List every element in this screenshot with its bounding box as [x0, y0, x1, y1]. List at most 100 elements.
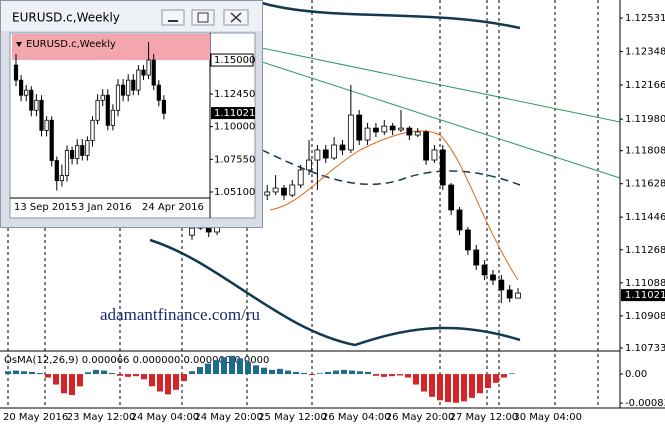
candle-body: [18, 79, 24, 96]
candle-body: [439, 149, 446, 186]
candle-body: [322, 149, 329, 159]
candle-body: [39, 99, 44, 131]
highlight-band: [12, 34, 210, 61]
y-tick-label: 1.11980: [625, 114, 665, 125]
candle-body: [431, 149, 438, 161]
histogram-bar: [157, 374, 163, 392]
histogram-bar: [245, 361, 251, 375]
histogram-bar: [61, 374, 67, 394]
candle-body: [306, 159, 312, 171]
histogram-bar: [309, 374, 315, 376]
histogram-bar: [365, 371, 371, 375]
histogram-bar: [261, 367, 267, 375]
candle-body: [59, 175, 65, 182]
watermark: adamantfinance.com/ru: [100, 305, 261, 324]
window-title: EURUSD.c,Weekly: [12, 11, 120, 25]
candle-body: [347, 114, 354, 151]
histogram-bar: [181, 374, 187, 382]
histogram-bar: [357, 371, 363, 375]
restore-icon: [197, 12, 209, 23]
osma-panel: OsMA(12,26,9) 0.000066 0.000000 0.000000…: [4, 355, 515, 403]
histogram-bar: [437, 374, 443, 401]
candle-body: [156, 84, 161, 101]
candle-body: [423, 131, 429, 161]
candle-body: [44, 119, 49, 131]
histogram-bar: [429, 374, 435, 397]
candle-body: [151, 59, 156, 86]
histogram-bar: [37, 373, 43, 375]
y-tick-label: 1.11268: [625, 245, 665, 256]
candle-body: [49, 119, 54, 161]
histogram-bar: [205, 363, 211, 375]
histogram-bar: [69, 374, 75, 396]
candle-body: [473, 249, 480, 266]
histogram-bar: [77, 374, 83, 387]
candle-body: [24, 89, 29, 96]
y-tick-label: 1.12450: [214, 89, 255, 100]
histogram-bar: [29, 371, 35, 375]
histogram-bar: [117, 374, 123, 376]
candle-body: [314, 149, 321, 161]
y-tick-label: 1.12531: [625, 13, 665, 24]
candle-body: [100, 94, 105, 101]
histogram-bar: [93, 369, 99, 375]
candle-body: [339, 144, 346, 151]
candle-body: [110, 109, 115, 126]
histogram-bar: [469, 374, 475, 398]
histogram-bar: [85, 372, 91, 375]
histogram-bar: [5, 371, 11, 375]
histogram-bar: [333, 370, 339, 375]
candle-body: [146, 59, 151, 76]
histogram-bar: [213, 360, 219, 375]
histogram-bar: [173, 374, 179, 390]
histogram-bar: [397, 374, 403, 376]
histogram-bar: [13, 370, 19, 375]
candle-body: [131, 79, 136, 91]
trend-line: [261, 61, 621, 179]
y-tick-label: 1.11446: [625, 212, 665, 223]
candle-body: [272, 187, 279, 193]
histogram-bar: [277, 368, 283, 375]
time-label: 24 Apr 2016: [142, 202, 204, 213]
close-icon: [230, 12, 242, 23]
candle-body: [90, 119, 95, 141]
time-label: 23 May 12:00: [67, 412, 136, 423]
candle-body: [64, 150, 70, 176]
trend-line: [261, 47, 621, 123]
last-price-box: [211, 107, 255, 120]
candle-body: [264, 191, 271, 196]
histogram-bar: [141, 374, 147, 380]
histogram-bar: [381, 374, 387, 377]
histogram-bar: [269, 369, 275, 375]
time-label: 13 Sep 2015: [14, 202, 77, 213]
restore-button[interactable]: [191, 9, 215, 26]
chart-symbol: EURUSD.c,Weekly: [26, 39, 116, 50]
candle-body: [34, 99, 39, 111]
candle-body: [189, 227, 195, 236]
candle-body: [373, 127, 379, 133]
candle-body: [80, 145, 85, 156]
upper-band: [261, 1, 521, 30]
candle-body: [85, 140, 90, 156]
inset-window: EURUSD.c,Weekly 13 Sep 2015 3 Jan 2016 24 …: [0, 0, 263, 228]
y-tick-label: 1.10000: [214, 122, 255, 133]
histogram-bar: [373, 374, 379, 376]
candle-body: [115, 84, 121, 111]
histogram-bar: [125, 374, 131, 377]
histogram-bar: [189, 371, 195, 375]
histogram-bar: [285, 370, 291, 375]
minimize-button[interactable]: [161, 9, 185, 26]
candle-body: [356, 114, 363, 141]
candle-body: [75, 145, 80, 159]
candle-body: [406, 127, 413, 136]
y-tick-label: 1.12166: [625, 80, 665, 91]
candle-body: [381, 125, 388, 133]
histogram-bar: [221, 357, 227, 375]
candle-body: [515, 292, 521, 299]
histogram-bar: [341, 369, 347, 375]
time-label: 26 May 04:00: [322, 412, 391, 423]
histogram-bar: [317, 373, 323, 375]
y-tick-label: 0.00: [625, 369, 647, 380]
y-tick-label: 1.12348: [625, 47, 665, 58]
histogram-bar: [165, 374, 171, 395]
